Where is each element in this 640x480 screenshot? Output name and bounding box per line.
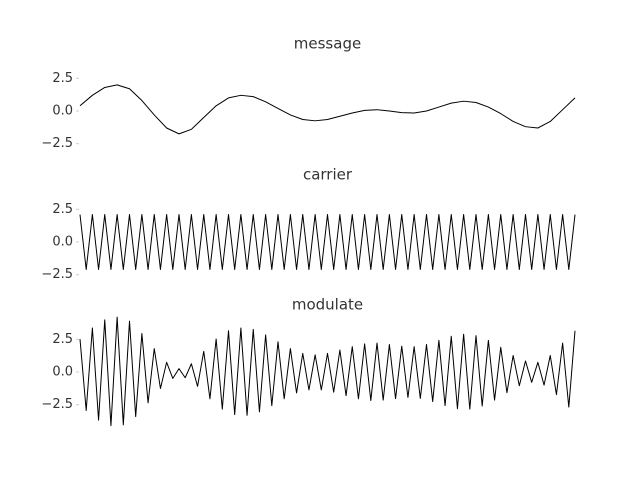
panel-title: message xyxy=(294,35,361,53)
y-tick-label: 2.5 xyxy=(52,202,73,217)
signal-line xyxy=(79,84,576,135)
panel-title: carrier xyxy=(303,166,353,184)
y-tick-label: −2.5 xyxy=(41,136,73,151)
y-tick-label: 2.5 xyxy=(52,71,73,86)
y-tick-label: −2.5 xyxy=(41,397,73,412)
signal-line xyxy=(79,214,576,270)
y-tick-label: −2.5 xyxy=(41,267,73,282)
y-tick-label: 0.0 xyxy=(52,365,73,380)
panel-title: modulate xyxy=(292,296,363,314)
y-tick-label: 0.0 xyxy=(52,235,73,250)
y-tick-label: 0.0 xyxy=(52,104,73,119)
signal-line xyxy=(79,316,576,427)
y-tick-label: 2.5 xyxy=(52,332,73,347)
